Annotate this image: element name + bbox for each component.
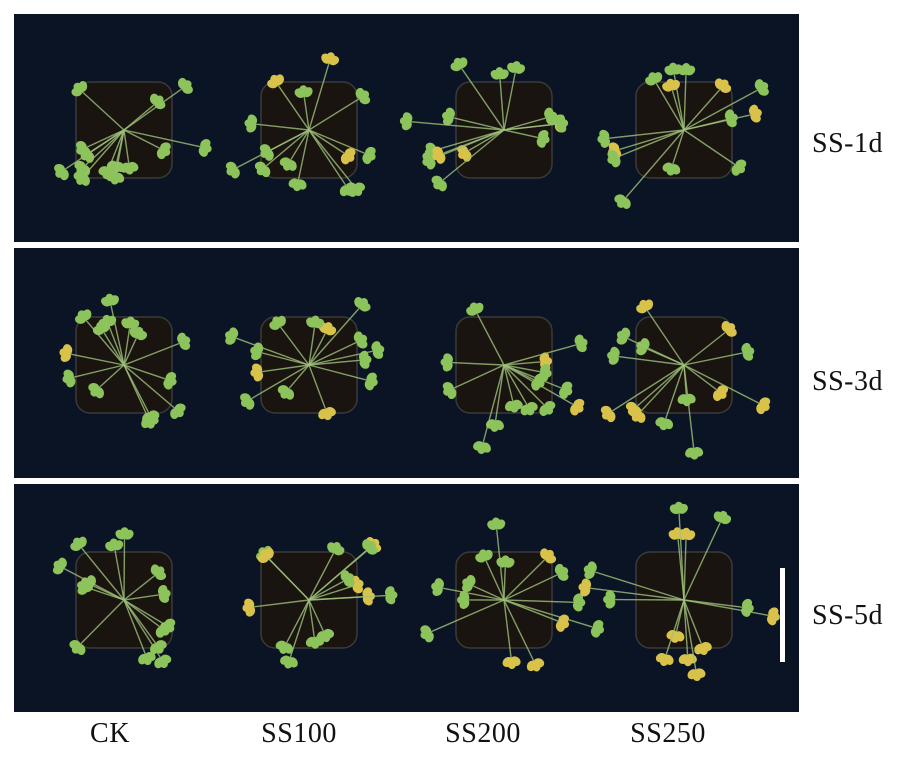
plant-pot [52, 527, 176, 669]
plant-pot [242, 537, 398, 669]
photo-panel-ss-5d [14, 484, 799, 712]
plant-pot [578, 501, 780, 682]
plant-photo-row-1 [14, 14, 799, 242]
plant-pot [54, 77, 212, 186]
plant-photo-row-2 [14, 248, 799, 478]
photo-panel-ss-3d [14, 248, 799, 478]
plant-pot [399, 57, 569, 192]
row-label-ss-1d: SS-1d [812, 128, 883, 159]
column-label-ss200: SS200 [445, 718, 521, 749]
plant-pot [440, 302, 588, 454]
plant-pot [600, 299, 771, 460]
photo-panel-ss-1d [14, 14, 799, 242]
row-label-ss-5d: SS-5d [812, 600, 883, 631]
column-label-ck: CK [90, 718, 130, 749]
column-label-ss100: SS100 [261, 718, 337, 749]
plant-pot [224, 296, 385, 421]
plant-pot [59, 293, 191, 429]
column-label-ss250: SS250 [630, 718, 706, 749]
plant-pot [420, 517, 605, 672]
plant-photo-row-3 [14, 484, 799, 712]
plant-pot [225, 52, 376, 197]
plant-pot [597, 62, 769, 209]
scale-bar [780, 568, 785, 662]
row-label-ss-3d: SS-3d [812, 366, 883, 397]
